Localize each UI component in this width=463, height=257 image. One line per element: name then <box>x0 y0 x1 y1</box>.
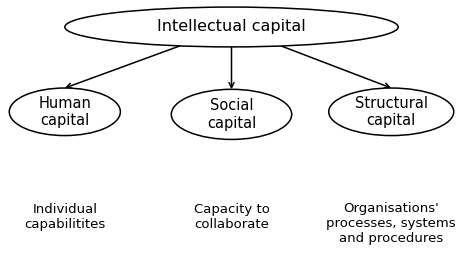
Text: Organisations'
processes, systems
and procedures: Organisations' processes, systems and pr… <box>326 202 456 245</box>
Text: Structural
capital: Structural capital <box>355 96 428 128</box>
Ellipse shape <box>65 7 398 47</box>
Ellipse shape <box>171 89 292 139</box>
Text: Social
capital: Social capital <box>207 98 256 131</box>
Text: Human
capital: Human capital <box>38 96 91 128</box>
FancyArrowPatch shape <box>229 47 234 88</box>
Ellipse shape <box>9 88 120 136</box>
Text: Individual
capabilitites: Individual capabilitites <box>24 203 106 231</box>
Text: Intellectual capital: Intellectual capital <box>157 20 306 34</box>
Text: Capacity to
collaborate: Capacity to collaborate <box>194 203 269 231</box>
FancyArrowPatch shape <box>66 46 180 88</box>
FancyArrowPatch shape <box>281 46 390 88</box>
Ellipse shape <box>329 88 454 136</box>
